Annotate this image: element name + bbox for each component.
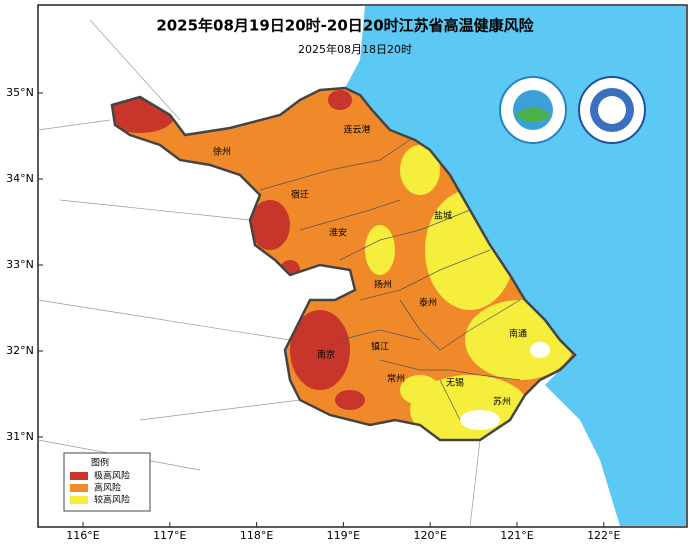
logos [499, 76, 646, 144]
lon-label: 121°E [500, 529, 533, 542]
lat-label: 34°N [6, 172, 34, 185]
legend-swatch [70, 496, 88, 504]
lon-label: 118°E [240, 529, 273, 542]
legend-label: 较高风险 [94, 494, 130, 506]
city-label: 扬州 [374, 279, 392, 291]
lon-label: 120°E [413, 529, 446, 542]
legend-swatch [70, 484, 88, 492]
legend-title: 图例 [91, 457, 109, 469]
city-label: 南通 [509, 328, 527, 340]
lon-label: 119°E [327, 529, 360, 542]
city-borders [259, 139, 521, 421]
lon-label: 122°E [587, 529, 620, 542]
legend-label: 极高风险 [94, 470, 130, 482]
title: 2025年08月19日20时-20日20时江苏省高温健康风险 [156, 17, 534, 35]
city-label: 镇江 [371, 341, 389, 353]
lat-label: 32°N [6, 344, 34, 357]
lat-label: 33°N [6, 258, 34, 271]
city-label: 徐州 [213, 146, 231, 158]
city-label: 宿迁 [291, 189, 309, 201]
city-label: 苏州 [493, 396, 511, 408]
legend-label: 高风险 [94, 482, 121, 494]
lon-label: 116°E [66, 529, 99, 542]
city-label: 南京 [317, 349, 335, 361]
lat-label: 31°N [6, 430, 34, 443]
lon-label: 117°E [153, 529, 186, 542]
subtitle: 2025年08月18日20时 [298, 42, 412, 56]
city-label: 连云港 [343, 124, 370, 136]
city-label: 盐城 [434, 210, 452, 222]
legend-swatch [70, 472, 88, 480]
lat-label: 35°N [6, 86, 34, 99]
city-label: 常州 [387, 373, 405, 385]
city-label: 淮安 [329, 227, 347, 239]
city-label: 泰州 [419, 297, 437, 309]
city-label: 无锡 [446, 378, 464, 389]
